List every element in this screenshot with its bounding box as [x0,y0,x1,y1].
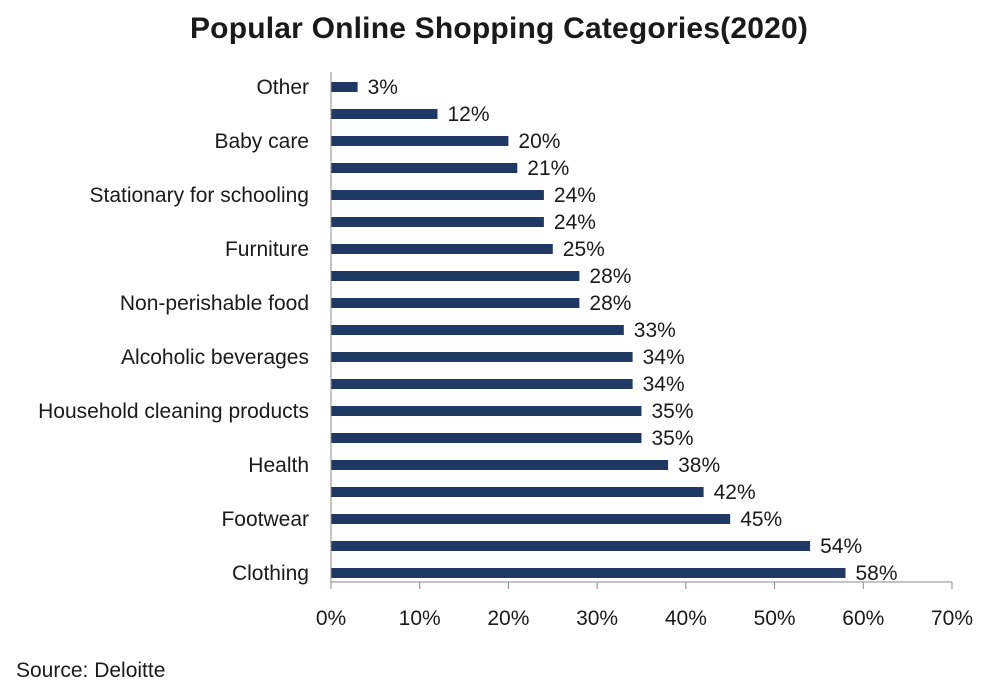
x-tick-label: 60% [842,607,884,630]
value-label: 34% [643,373,685,396]
value-label: 35% [652,400,694,423]
value-label: 28% [589,265,631,288]
bar [331,109,438,119]
bar [331,190,544,200]
bar [331,271,580,281]
category-label: Household cleaning products [38,400,309,423]
x-tick-label: 10% [399,607,441,630]
bar [331,244,553,254]
bar [331,217,544,227]
value-label: 35% [652,427,694,450]
category-label: Non-perishable food [120,292,309,315]
category-label: Alcoholic beverages [121,346,309,369]
bar [331,379,633,389]
bar [331,541,811,551]
value-label: 38% [678,454,720,477]
value-label: 33% [634,319,676,342]
x-tick-label: 0% [316,607,346,630]
x-tick-label: 20% [487,607,529,630]
source-note: Source: Deloitte [16,659,166,682]
value-label: 12% [448,103,490,126]
bar [331,163,518,173]
x-tick-label: 30% [576,607,618,630]
value-label: 54% [820,535,862,558]
bar [331,460,669,470]
value-label: 3% [368,76,398,99]
value-label: 24% [554,211,596,234]
x-axis: 0% 10% 20% 30% 40% 50% 60% 70% [316,72,973,630]
value-label: 34% [643,346,685,369]
category-label: Furniture [225,238,309,261]
x-tick-label: 70% [931,607,973,630]
bar [331,325,624,335]
value-label: 58% [856,562,898,585]
category-label: Baby care [214,130,309,153]
chart-title: Popular Online Shopping Categories(2020) [189,12,809,45]
bar [331,433,642,443]
bar [331,568,846,578]
bar [331,82,358,92]
category-label: Other [256,76,309,99]
bar [331,352,633,362]
category-label: Footwear [221,508,309,531]
category-label: Health [248,454,309,477]
bar [331,406,642,416]
bar [331,514,731,524]
value-label: 20% [518,130,560,153]
value-label: 21% [527,157,569,180]
bar [331,298,580,308]
value-label: 42% [714,481,756,504]
x-tick-label: 40% [665,607,707,630]
bar [331,487,704,497]
bar [331,136,509,146]
value-label: 24% [554,184,596,207]
value-label: 25% [563,238,605,261]
x-tick-label: 50% [754,607,796,630]
category-label: Clothing [232,562,309,585]
bars-layer: 58% Clothing 54% 45% Footwear 42% 38% Health 35%… [38,76,897,585]
value-label: 45% [740,508,782,531]
value-label: 28% [589,292,631,315]
category-label: Stationary for schooling [90,184,309,207]
